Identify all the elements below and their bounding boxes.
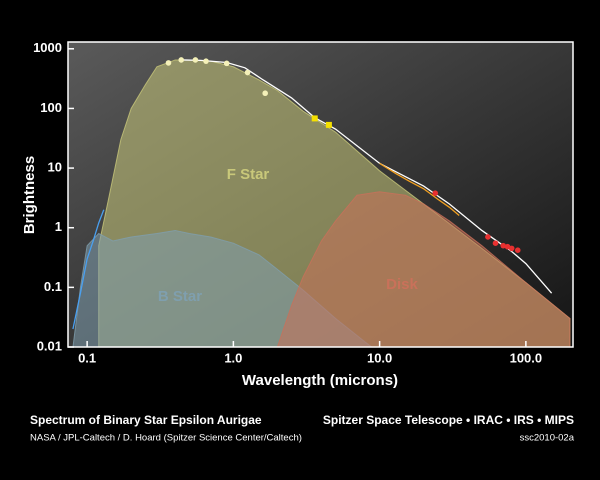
y-tick-label: 100 xyxy=(40,100,62,115)
point xyxy=(492,240,499,247)
line xyxy=(72,209,105,330)
y-tick-label: 1 xyxy=(55,219,62,234)
point xyxy=(311,115,318,122)
series-label: B Star xyxy=(158,288,202,305)
point xyxy=(325,121,332,128)
plot-layer xyxy=(72,57,571,347)
footer-instruments: Spitzer Space Telescope • IRAC • IRS • M… xyxy=(323,413,574,427)
point xyxy=(192,57,199,63)
point xyxy=(432,190,439,196)
x-tick-label: 10.0 xyxy=(367,350,392,365)
plot-frame xyxy=(67,41,574,348)
point xyxy=(244,69,251,76)
x-tick-label: 1.0 xyxy=(224,350,242,365)
point xyxy=(223,60,230,67)
point xyxy=(262,90,268,97)
point xyxy=(203,58,209,64)
point xyxy=(485,234,491,240)
y-tick-label: 10 xyxy=(48,160,62,175)
x-tick-label: 100.0 xyxy=(510,350,543,365)
point xyxy=(178,57,185,63)
series-label: F Star xyxy=(227,166,270,183)
line xyxy=(379,162,460,217)
point xyxy=(500,242,507,249)
y-tick-label: 1000 xyxy=(33,40,62,55)
y-axis-title: Brightness xyxy=(21,156,38,234)
footer-title: Spectrum of Binary Star Epsilon Aurigae xyxy=(30,413,262,427)
y-tick-label: 0.01 xyxy=(37,338,62,353)
point xyxy=(165,60,172,66)
point xyxy=(508,245,515,252)
footer-credit: NASA / JPL-Caltech / D. Hoard (Spitzer S… xyxy=(30,433,302,444)
x-tick-label: 0.1 xyxy=(78,350,96,365)
series-label: Disk xyxy=(386,276,418,293)
footer-id: ssc2010-02a xyxy=(520,433,575,444)
x-axis-title: Wavelength (microns) xyxy=(242,372,398,389)
y-tick-label: 0.1 xyxy=(44,279,62,294)
point xyxy=(514,247,521,253)
area xyxy=(276,191,571,347)
